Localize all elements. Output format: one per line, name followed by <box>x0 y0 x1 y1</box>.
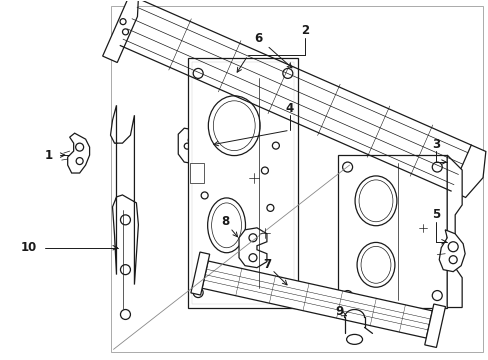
Circle shape <box>261 167 268 174</box>
Circle shape <box>188 150 195 157</box>
Ellipse shape <box>207 198 245 253</box>
Text: 9: 9 <box>335 305 343 318</box>
Circle shape <box>122 29 128 35</box>
Ellipse shape <box>354 176 396 226</box>
Bar <box>190 163 203 183</box>
Circle shape <box>193 288 203 298</box>
Bar <box>188 58 297 307</box>
Circle shape <box>184 143 190 149</box>
Circle shape <box>120 19 126 24</box>
Polygon shape <box>190 252 209 295</box>
Bar <box>192 62 293 303</box>
Polygon shape <box>438 230 464 272</box>
Polygon shape <box>424 304 445 347</box>
Ellipse shape <box>360 246 390 283</box>
Ellipse shape <box>356 242 394 287</box>
Circle shape <box>76 158 83 165</box>
Text: 8: 8 <box>221 215 229 228</box>
Text: 6: 6 <box>253 32 262 45</box>
Polygon shape <box>110 105 138 285</box>
Circle shape <box>266 204 273 211</box>
Text: 4: 4 <box>285 102 293 115</box>
Polygon shape <box>447 155 461 307</box>
Polygon shape <box>202 261 431 338</box>
Circle shape <box>447 242 457 252</box>
Circle shape <box>193 68 203 78</box>
Polygon shape <box>450 145 485 197</box>
Circle shape <box>76 143 83 151</box>
Circle shape <box>431 291 441 301</box>
Bar <box>337 155 447 307</box>
Text: 5: 5 <box>431 208 440 221</box>
Text: 3: 3 <box>431 138 439 150</box>
Circle shape <box>282 288 292 298</box>
Circle shape <box>120 215 130 225</box>
Polygon shape <box>67 133 89 173</box>
Circle shape <box>248 234 256 242</box>
Polygon shape <box>178 128 206 164</box>
Circle shape <box>201 192 208 199</box>
Circle shape <box>282 68 292 78</box>
Polygon shape <box>239 228 266 268</box>
Circle shape <box>188 136 196 144</box>
Polygon shape <box>102 0 140 63</box>
Ellipse shape <box>211 203 241 248</box>
Text: 7: 7 <box>263 258 270 271</box>
Circle shape <box>448 256 456 264</box>
Circle shape <box>342 291 352 301</box>
Text: 10: 10 <box>20 241 37 254</box>
Circle shape <box>248 254 256 262</box>
Circle shape <box>272 142 279 149</box>
Circle shape <box>431 162 441 172</box>
Text: 1: 1 <box>44 149 53 162</box>
Ellipse shape <box>346 334 362 345</box>
Ellipse shape <box>208 96 260 156</box>
Text: 2: 2 <box>300 24 308 37</box>
Ellipse shape <box>358 180 392 222</box>
Circle shape <box>342 162 352 172</box>
Bar <box>110 6 482 352</box>
Circle shape <box>120 310 130 319</box>
Ellipse shape <box>213 101 255 150</box>
Circle shape <box>120 265 130 275</box>
